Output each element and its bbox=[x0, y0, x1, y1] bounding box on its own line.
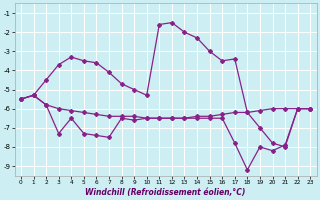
X-axis label: Windchill (Refroidissement éolien,°C): Windchill (Refroidissement éolien,°C) bbox=[85, 188, 246, 197]
